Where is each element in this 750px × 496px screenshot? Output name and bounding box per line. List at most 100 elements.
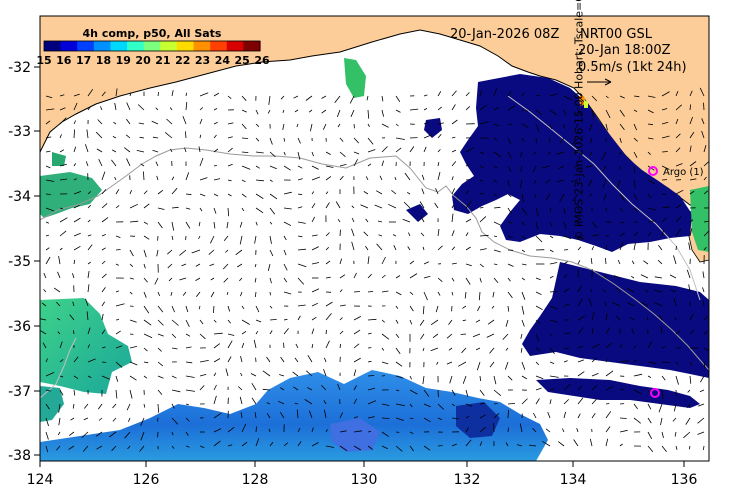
current-vector [647, 109, 654, 114]
current-vector [658, 245, 663, 251]
current-vector [87, 271, 90, 279]
current-vector [339, 304, 346, 307]
current-vector [126, 118, 131, 125]
current-vector [605, 234, 610, 237]
colorbar-swatch [160, 41, 178, 51]
current-vector [269, 165, 277, 170]
current-vector [325, 445, 335, 448]
current-vector [605, 342, 612, 349]
current-vector [675, 91, 679, 97]
current-vector [125, 134, 131, 139]
current-vector [545, 179, 551, 184]
current-vector [241, 193, 247, 198]
current-vector [507, 207, 512, 215]
current-vector [549, 275, 554, 279]
current-vector [479, 207, 484, 209]
current-vector [549, 290, 558, 293]
current-vector [72, 273, 75, 279]
current-vector [521, 249, 526, 253]
current-vector [647, 207, 657, 211]
current-vector [311, 165, 319, 170]
current-vector [255, 221, 258, 226]
current-vector [549, 93, 558, 97]
current-vector [521, 123, 529, 128]
current-vector [283, 221, 292, 227]
current-vector [43, 273, 47, 279]
current-vector [297, 206, 303, 209]
current-vector [353, 357, 361, 363]
current-vector [465, 218, 472, 223]
current-vector [198, 235, 201, 240]
current-vector [336, 109, 341, 118]
current-vector [45, 234, 50, 237]
current-vector [101, 247, 106, 251]
current-vector [213, 395, 217, 405]
current-vector [140, 417, 145, 426]
current-vector [605, 109, 611, 119]
current-vector [171, 187, 178, 195]
current-vector [465, 232, 469, 237]
current-vector [619, 241, 624, 251]
current-vector [109, 431, 117, 438]
current-vector [73, 178, 77, 181]
current-vector [703, 102, 705, 111]
current-vector [297, 235, 303, 238]
current-vector [143, 235, 150, 240]
current-vector [549, 249, 554, 253]
current-vector [672, 417, 677, 422]
colorbar-swatch [60, 41, 78, 51]
current-vector [479, 277, 482, 283]
current-vector [670, 289, 677, 293]
current-vector [266, 413, 271, 419]
current-vector [70, 417, 75, 421]
current-vector [213, 305, 215, 314]
current-vector [170, 148, 173, 153]
current-vector [660, 417, 663, 426]
current-vector [227, 333, 235, 336]
current-vector [179, 249, 187, 256]
current-vector [556, 179, 565, 183]
current-vector [339, 317, 343, 321]
current-vector [619, 207, 624, 212]
current-vector [267, 109, 271, 114]
current-vector [115, 205, 120, 209]
current-vector [489, 361, 495, 368]
current-vector [661, 121, 669, 125]
current-vector [143, 171, 145, 181]
current-vector [545, 193, 551, 201]
current-vector [269, 221, 273, 225]
current-vector [185, 333, 191, 337]
current-vector [420, 333, 425, 340]
y-axis: -32 -33 -34 -35 -36 -37 -38 [8, 60, 40, 464]
current-vector [115, 303, 125, 307]
current-vector [115, 235, 121, 238]
current-vector [241, 207, 245, 212]
current-vector [45, 445, 49, 453]
current-vector [297, 137, 301, 144]
current-vector [701, 130, 705, 139]
current-vector [464, 291, 467, 299]
current-vector [115, 88, 118, 97]
current-vector [619, 344, 622, 349]
current-vector [45, 358, 48, 363]
current-vector [283, 328, 289, 335]
current-vector [279, 374, 285, 377]
current-vector [255, 193, 264, 199]
datetime-label: 20-Jan-2026 08Z [450, 27, 559, 42]
current-vector [422, 246, 425, 251]
current-vector [164, 132, 173, 139]
current-vector [647, 220, 656, 223]
current-vector [128, 417, 131, 422]
current-vector [493, 389, 502, 397]
current-vector [673, 403, 677, 412]
current-vector [185, 403, 190, 406]
current-vector [199, 360, 209, 363]
current-vector [633, 109, 638, 112]
current-vector [587, 179, 593, 187]
current-vector [157, 291, 161, 297]
warm-sst-patches [40, 58, 709, 461]
current-vector [199, 193, 206, 197]
current-vector [87, 358, 96, 363]
current-vector [59, 230, 67, 237]
current-vector [45, 207, 55, 212]
